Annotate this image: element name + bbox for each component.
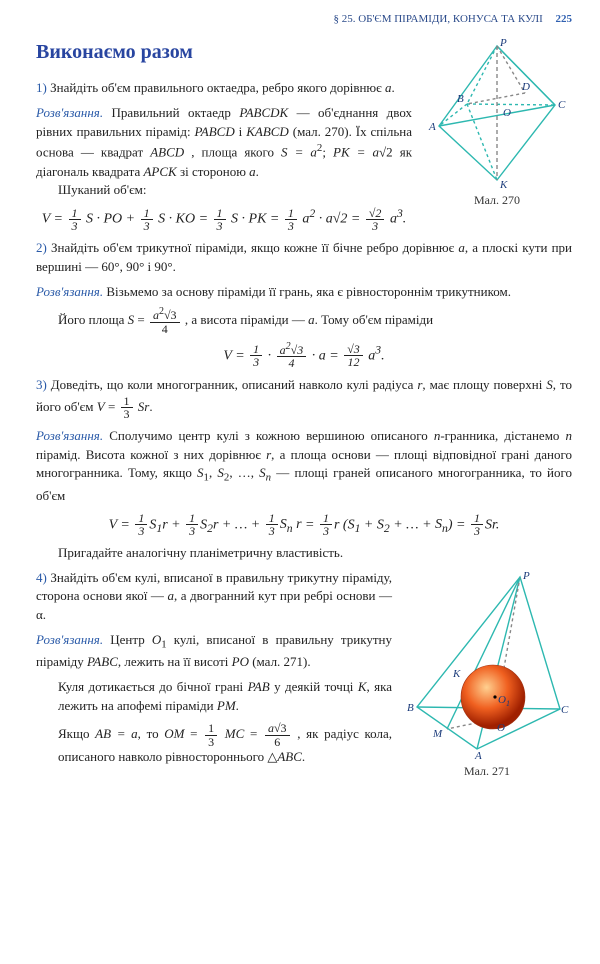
problem-3: 3) Доведіть, що коли многогранник, описа… [36,376,572,421]
text: Правильний октаедр [112,105,240,120]
svg-text:B: B [407,702,414,714]
formula-3: V = 13S1r + 13S2r + … + 13Sn r = 13r (S1… [36,512,572,538]
solution-label: Розв'язання. [36,632,103,647]
svg-text:A: A [428,121,436,133]
item-number: 4) [36,570,47,585]
svg-text:C: C [558,99,566,111]
svg-text:K: K [452,668,461,680]
text: Сполучимо центр кулі з кожною вершиною о… [109,428,434,443]
svg-text:O: O [503,107,511,119]
page: § 25. ОБ'ЄМ ПІРАМІДИ, КОНУСА ТА КУЛІ 225… [0,0,600,964]
svg-text:D: D [521,81,530,93]
text: Знайдіть об'єм трикутної піраміди, якщо … [51,240,458,255]
text: Центр [110,632,152,647]
svg-text:K: K [499,179,508,188]
octahedron-icon: P K A B C D O [427,38,567,188]
text: (мал. 271). [249,654,311,669]
figure-270: P K A B C D O Мал. 270 [422,38,572,209]
text: , а висота піраміди — [185,312,308,327]
solution-2: Розв'язання. Візьмемо за основу піраміди… [36,283,572,302]
solution-3: Розв'язання. Сполучимо центр кулі з кожн… [36,427,572,506]
text: . [391,80,394,95]
text: Куля дотикається до бічної грані [58,679,248,694]
item-number: 2) [36,240,47,255]
svg-text:P: P [522,570,530,582]
svg-text:M: M [432,728,443,740]
figure-271-caption: Мал. 271 [402,763,572,780]
item-number: 1) [36,80,47,95]
item-number: 3) [36,377,47,392]
text: Знайдіть об'єм правильного октаедра, реб… [50,80,385,95]
solution-label: Розв'язання. [36,284,103,299]
solution-3b: Пригадайте аналогічну планіметричну влас… [36,544,572,563]
solution-label: Розв'язання. [36,428,103,443]
solution-label: Розв'язання. [36,105,103,120]
text: , має площу поверхні [422,377,546,392]
text: -гранника, дістанемо [440,428,565,443]
text: , площа якого [191,145,281,160]
text: Шуканий об'єм: [36,182,147,197]
svg-text:A: A [474,750,482,759]
page-number: 225 [556,13,573,25]
text: Доведіть, що коли многогранник, описаний… [51,377,418,392]
text: , то [138,726,165,741]
page-header: § 25. ОБ'ЄМ ПІРАМІДИ, КОНУСА ТА КУЛІ 225 [36,12,572,28]
section-label: § 25. ОБ'ЄМ ПІРАМІДИ, КОНУСА ТА КУЛІ [333,13,542,25]
figure-271: P B C A M O O1 K Мал. 271 [402,569,572,780]
formula-2: V = 13 · a2√34 · a = √312 a3. [36,342,572,370]
solution-2b: Його площа S = a2√34 , а висота піраміди… [36,307,572,335]
text: Візьмемо за основу піраміди її грань, як… [106,284,511,299]
formula-1: V = 13 S · PO + 13 S · KO = 13 S · PK = … [36,206,572,233]
svg-text:P: P [499,38,507,49]
svg-text:B: B [457,93,464,105]
problem-2: 2) Знайдіть об'єм трикутної піраміди, як… [36,239,572,277]
svg-text:C: C [561,704,569,716]
text: зі стороною [180,164,249,179]
svg-text:O: O [497,722,505,734]
text: Якщо [58,726,95,741]
figure-270-caption: Мал. 270 [422,192,572,209]
text: Його площа [58,312,128,327]
text: . Тому об'єм піраміди [315,312,433,327]
pyramid-sphere-icon: P B C A M O O1 K [405,569,570,759]
text: у деякій точці [270,679,358,694]
text: пірамід. Висота кожної з них дорівнює [36,447,266,462]
text: , лежить на її висоті [118,654,232,669]
